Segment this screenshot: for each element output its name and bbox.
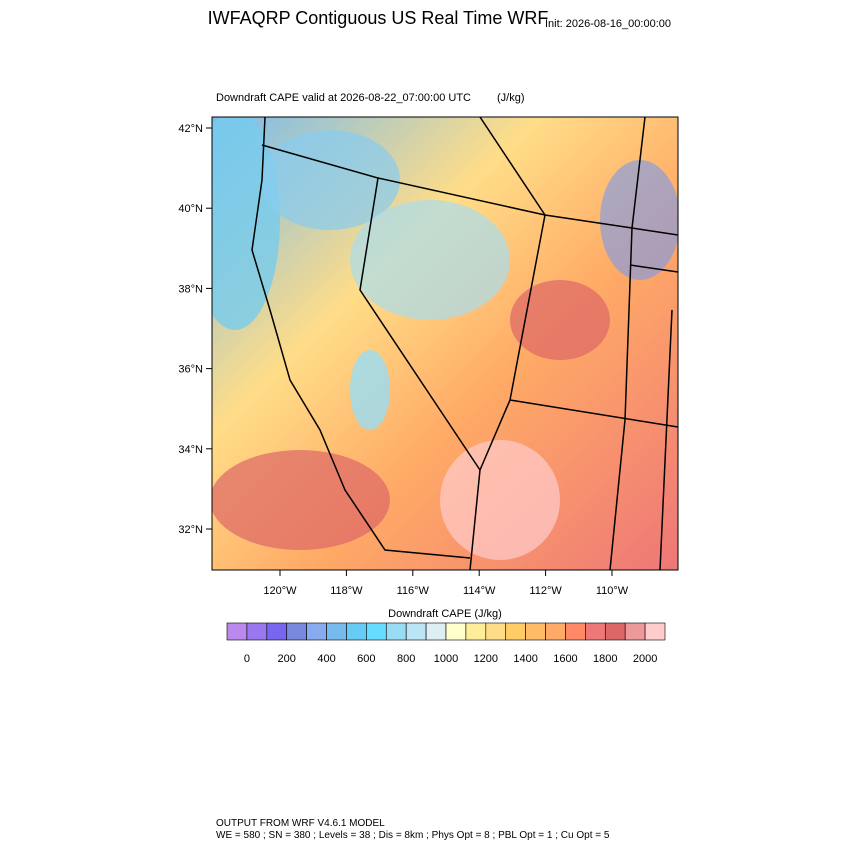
colorbar-box — [306, 622, 327, 641]
colorbar-title: Downdraft CAPE (J/kg) — [388, 608, 502, 620]
lon-labels: 120°W 118°W 116°W 114°W 112°W 110°W — [263, 570, 629, 597]
colorbar-label: 0 — [244, 653, 250, 665]
lon-label: 112°W — [529, 585, 562, 597]
colorbar-label: 1600 — [553, 653, 577, 665]
lon-label: 120°W — [263, 585, 297, 597]
colorbar-label: 400 — [317, 653, 335, 665]
lat-label: 36°N — [178, 364, 203, 376]
colorbar-box — [226, 622, 248, 641]
footer-line: WE = 580 ; SN = 380 ; Levels = 38 ; Dis … — [216, 830, 610, 841]
init-time: Init: 2026-08-16_00:00:00 — [545, 18, 671, 30]
colorbar-label: 600 — [357, 653, 375, 665]
colorbar-label: 800 — [397, 653, 415, 665]
colorbar-box — [425, 622, 447, 641]
lat-labels: 42°N 40°N 38°N 36°N 34°N 32°N — [178, 123, 212, 536]
colorbar-box — [405, 622, 427, 641]
colorbar-box — [346, 622, 367, 641]
colorbar-box — [465, 622, 487, 641]
lon-label: 116°W — [397, 585, 430, 597]
colorbar-box — [485, 622, 507, 641]
colorbar-box — [624, 622, 646, 641]
colorbar-box — [266, 622, 288, 641]
lon-label: 110°W — [596, 585, 629, 597]
map-frame — [211, 116, 679, 571]
colorbar: 0 200 400 600 800 1000 1200 1400 1600 1800 2000 — [226, 622, 666, 665]
lat-label: 38°N — [178, 283, 203, 295]
lat-label: 32°N — [178, 524, 203, 536]
colorbar-box — [525, 622, 546, 641]
colorbar-label: 200 — [278, 653, 296, 665]
colorbar-box — [604, 622, 626, 641]
colorbar-box — [246, 622, 268, 641]
colorbar-box — [286, 622, 307, 641]
map — [212, 117, 678, 570]
lat-label: 42°N — [178, 123, 203, 135]
colorbar-box — [545, 622, 566, 641]
colorbar-label: 1400 — [513, 653, 537, 665]
lat-label: 34°N — [178, 444, 203, 456]
colorbar-label: 1200 — [474, 653, 498, 665]
lon-label: 118°W — [330, 585, 363, 597]
footer-line: OUTPUT FROM WRF V4.6.1 MODEL — [216, 818, 385, 829]
subtitle: Downdraft CAPE valid at 2026-08-22_07:00… — [216, 92, 471, 104]
colorbar-box — [585, 622, 606, 641]
lon-label: 114°W — [463, 585, 496, 597]
colorbar-label: 1000 — [434, 653, 458, 665]
title: IWFAQRP Contiguous US Real Time WRF — [208, 8, 549, 28]
colorbar-box — [366, 622, 387, 641]
colorbar-box — [644, 622, 666, 641]
colorbar-box — [326, 622, 347, 641]
units: (J/kg) — [497, 92, 525, 104]
colorbar-box — [385, 622, 407, 641]
colorbar-label: 1800 — [593, 653, 617, 665]
colorbar-box — [505, 622, 526, 641]
lat-label: 40°N — [178, 203, 203, 215]
colorbar-box — [445, 622, 467, 641]
colorbar-label: 2000 — [633, 653, 657, 665]
colorbar-box — [565, 622, 586, 641]
